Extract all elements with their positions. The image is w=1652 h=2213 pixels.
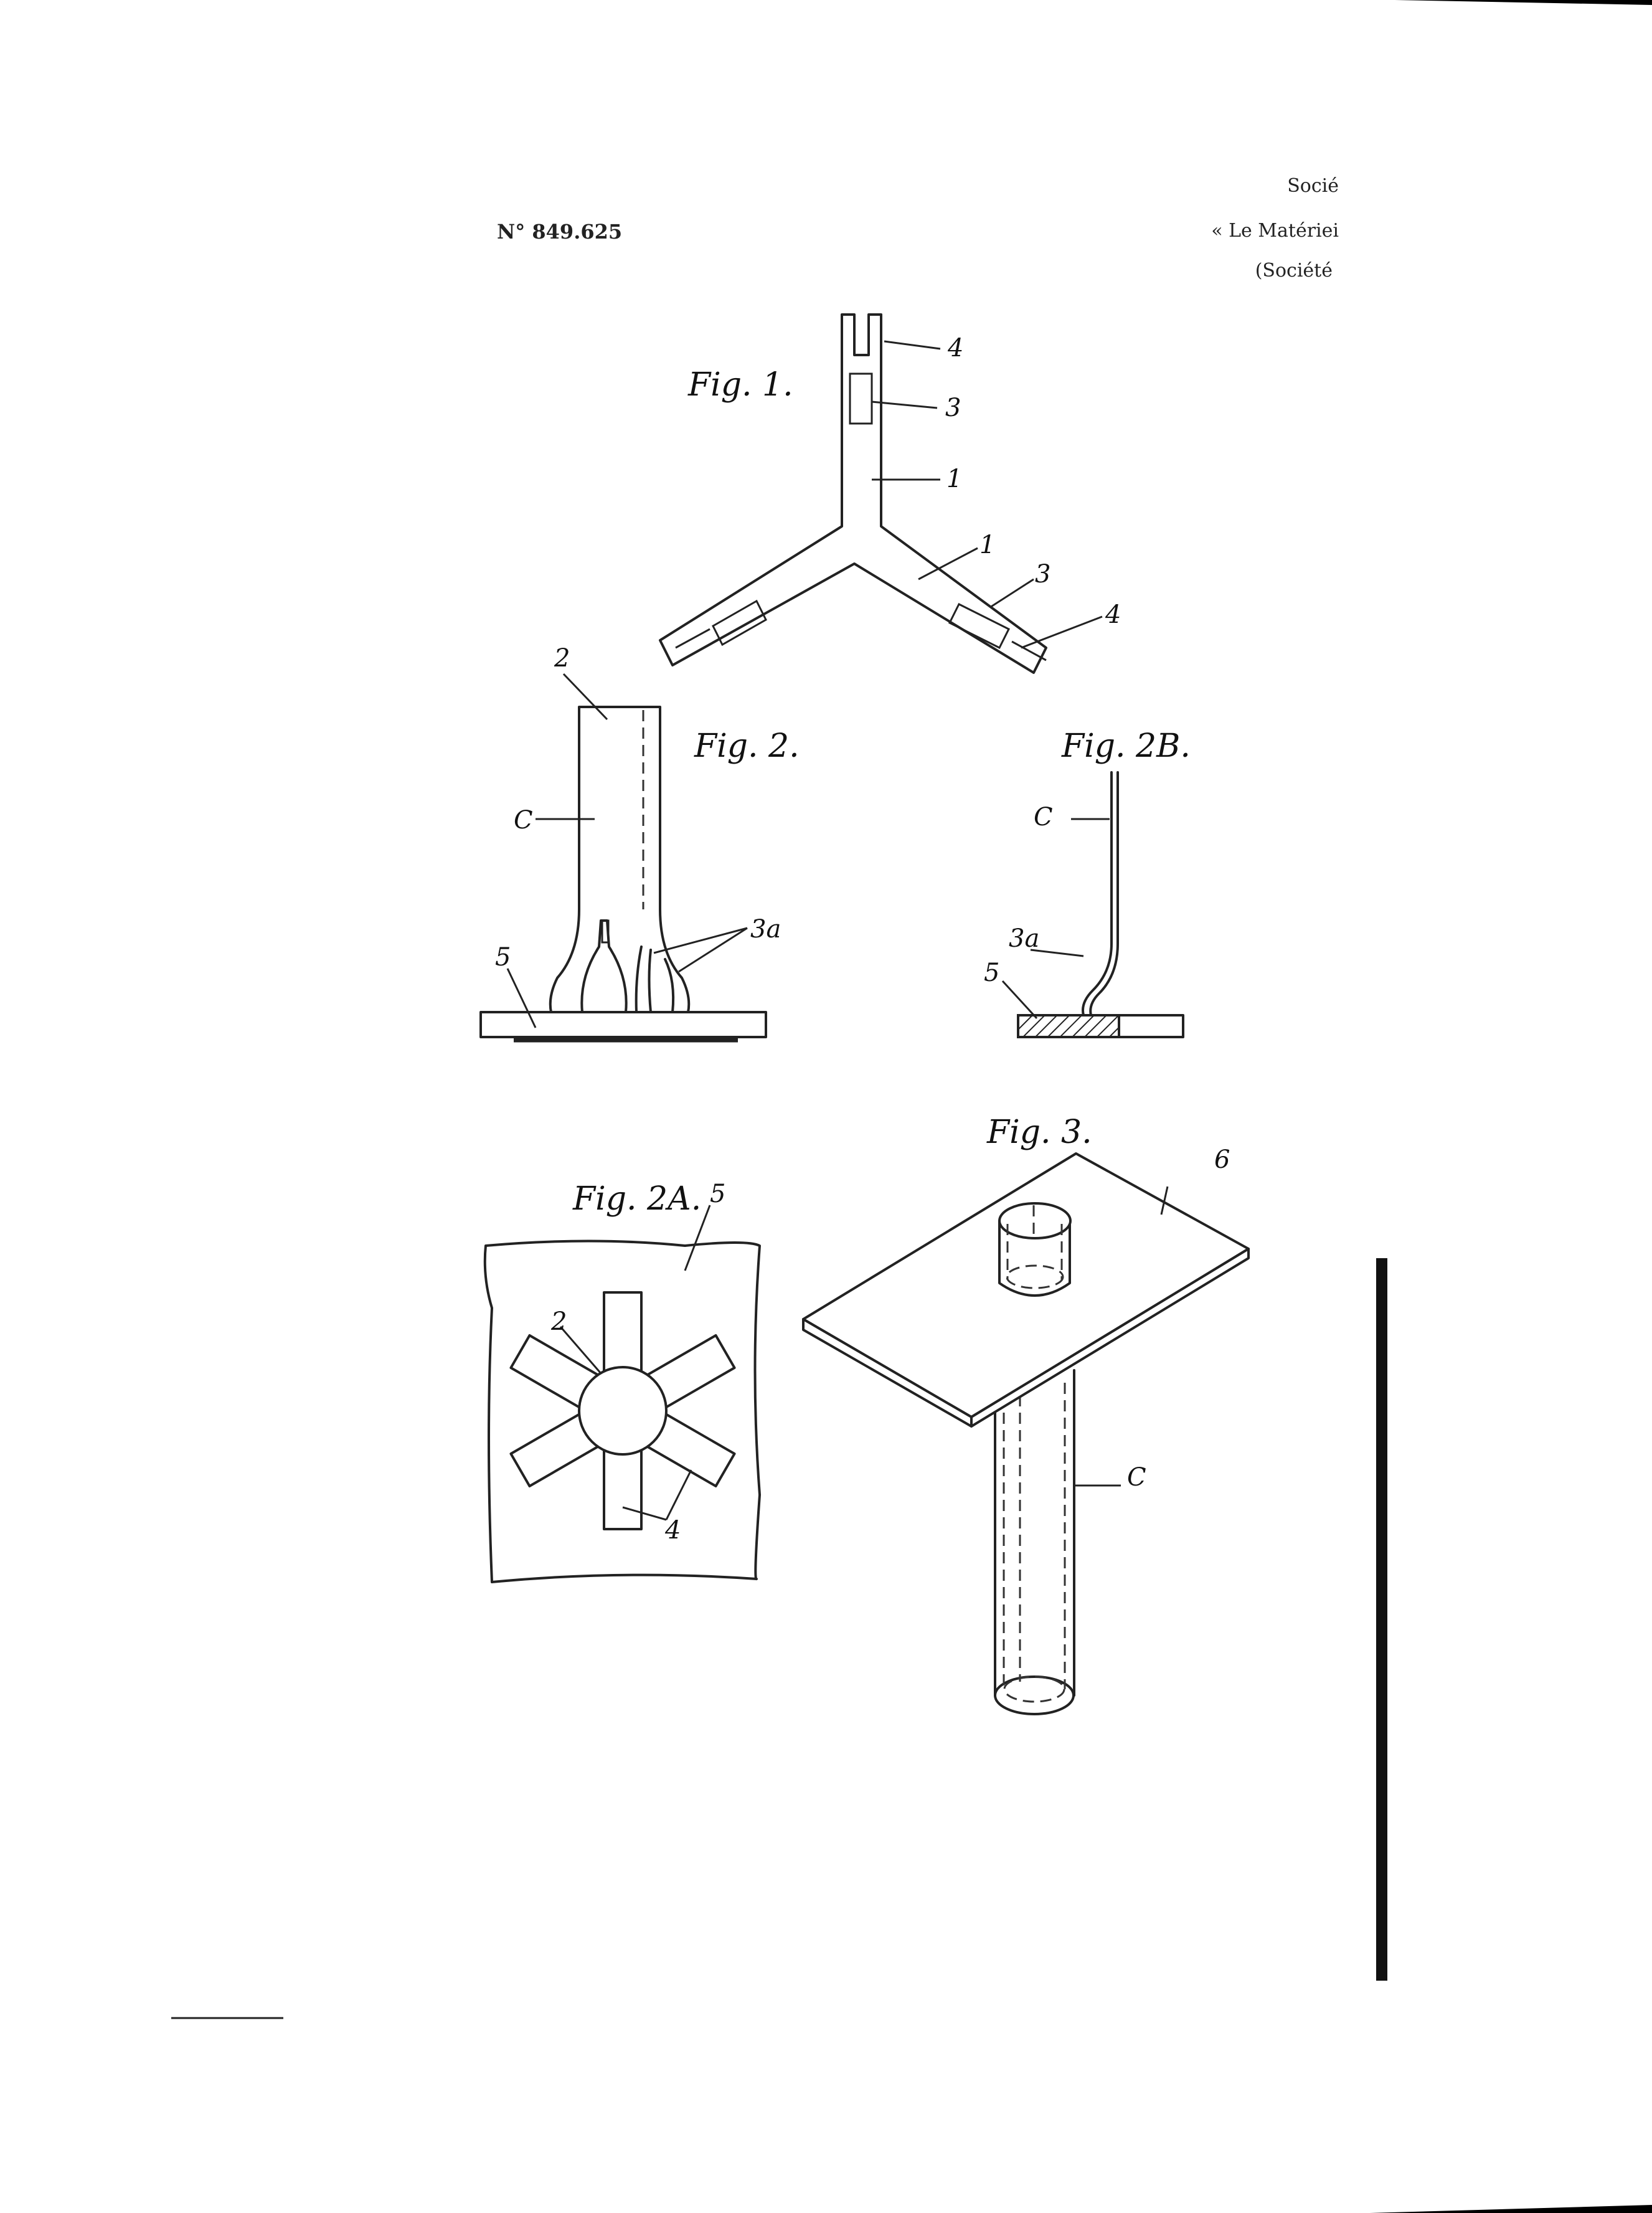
fig2-ref-3a: 3a bbox=[750, 915, 781, 944]
fig2-ref-2: 2 bbox=[554, 644, 570, 673]
fig1-ref-3-top: 3 bbox=[945, 394, 961, 422]
fig1-label: Fig. 1. bbox=[687, 366, 793, 404]
fig2-base-plate bbox=[481, 1012, 766, 1037]
fig2-ref-5: 5 bbox=[495, 943, 511, 972]
header-line-1: Socié bbox=[1287, 175, 1339, 197]
fig2a-ref-5: 5 bbox=[710, 1180, 725, 1208]
fig2-ref-c: C bbox=[514, 806, 533, 835]
fig2b-ref-c: C bbox=[1034, 803, 1053, 832]
edge-scan-mark bbox=[1376, 1258, 1387, 1981]
fig2a-ref-4: 4 bbox=[664, 1516, 681, 1545]
fig2b-label: Fig. 2B. bbox=[1061, 727, 1191, 765]
fig3-ref-c: C bbox=[1127, 1463, 1146, 1492]
fig2a-ref-2: 2 bbox=[550, 1307, 567, 1336]
fig2a-tube-circle bbox=[579, 1367, 666, 1454]
header-line-2: « Le Matériei bbox=[1211, 220, 1339, 242]
fig1-ref-4-top: 4 bbox=[947, 334, 963, 363]
fig3-label: Fig. 3. bbox=[986, 1114, 1092, 1151]
fig1-ref-3-right: 3 bbox=[1035, 560, 1050, 589]
fig2b-ref-3a: 3a bbox=[1009, 924, 1039, 953]
fig2b-hatched-joint bbox=[1018, 1015, 1119, 1037]
header-line-3: (Société bbox=[1255, 260, 1333, 282]
fig2a-label: Fig. 2A. bbox=[572, 1180, 701, 1218]
fig2-label: Fig. 2. bbox=[694, 727, 800, 765]
fig2b-ref-5: 5 bbox=[984, 959, 999, 987]
patent-number: N° 849.625 bbox=[497, 220, 622, 244]
fig1-ref-1-right: 1 bbox=[979, 531, 995, 559]
fig3-upper-tube bbox=[999, 1203, 1070, 1296]
fig3-ref-6: 6 bbox=[1214, 1145, 1230, 1174]
fig1-ref-1-top: 1 bbox=[946, 465, 962, 493]
fig1-ref-4-right: 4 bbox=[1105, 600, 1121, 629]
